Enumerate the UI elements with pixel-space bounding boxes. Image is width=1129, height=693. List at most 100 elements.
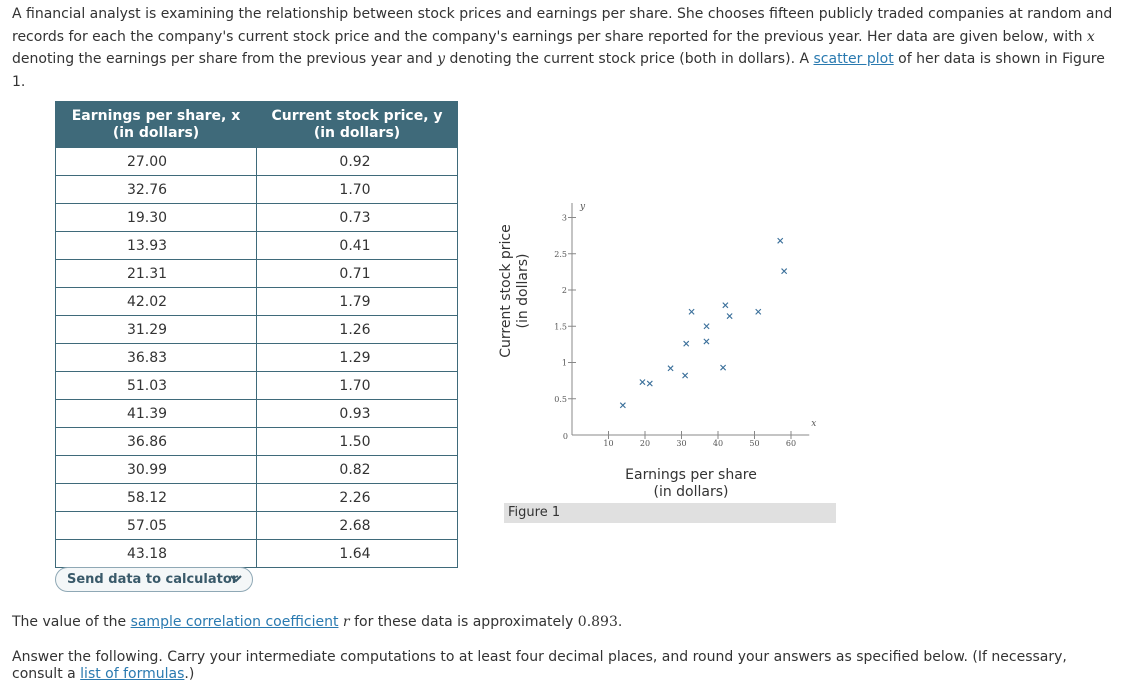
- stock-price-cell: 1.70: [256, 175, 458, 204]
- table-row: 41.39 0.93: [55, 399, 458, 428]
- x-axis-label-line1: Earnings per share: [625, 467, 757, 483]
- table-row: 36.83 1.29: [55, 343, 458, 372]
- y-tick-label: 2.5: [554, 250, 567, 259]
- earnings-cell: 36.83: [55, 343, 257, 372]
- stock-price-cell: 1.70: [256, 371, 458, 400]
- data-point: [667, 365, 674, 372]
- stock-price-cell: 0.93: [256, 399, 458, 428]
- earnings-cell: 57.05: [55, 511, 257, 540]
- data-point: [639, 379, 646, 386]
- earnings-cell: 42.02: [55, 287, 257, 316]
- figure-caption: Figure 1: [508, 505, 561, 520]
- stock-price-cell: 2.26: [256, 483, 458, 512]
- figure-caption-bar: Figure 1: [504, 503, 836, 523]
- table-row: 19.30 0.73: [55, 203, 458, 232]
- intro-text-4: of her data is shown in Figure 1.: [12, 51, 1105, 90]
- stock-price-cell: 0.71: [256, 259, 458, 288]
- instructions: Answer the following. Carry your interme…: [12, 649, 1120, 683]
- table-row: 30.99 0.82: [55, 455, 458, 484]
- y-tick-label: 1.5: [554, 322, 567, 331]
- var-y: y: [437, 51, 446, 67]
- send-data-label: Send data to calculator: [67, 572, 239, 587]
- sample-correlation-coefficient-link[interactable]: sample correlation coefficient: [130, 614, 339, 630]
- correlation-text-2: for these data is approximately: [349, 614, 578, 630]
- table-header-row: Earnings per share, x (in dollars) Curre…: [55, 101, 458, 148]
- chevron-down-icon: [230, 575, 242, 583]
- data-point: [720, 364, 727, 371]
- instructions-text-1: Answer the following. Carry your interme…: [12, 649, 1067, 682]
- earnings-cell: 58.12: [55, 483, 257, 512]
- stock-price-cell: 0.73: [256, 203, 458, 232]
- y-axis-label-line2: (in dollars): [515, 253, 531, 329]
- table-row: 36.86 1.50: [55, 427, 458, 456]
- var-r: r: [342, 614, 350, 630]
- y-axis-symbol: y: [579, 202, 586, 212]
- intro-text-1: A financial analyst is examining the rel…: [12, 6, 1113, 45]
- stock-price-cell: 1.64: [256, 539, 458, 568]
- header-stock-price-line2: (in dollars): [313, 124, 401, 141]
- y-tick-label: 2: [562, 286, 567, 295]
- correlation-value: 0.893: [577, 614, 618, 630]
- y-tick-label: 3: [562, 214, 567, 223]
- correlation-statement: The value of the sample correlation coef…: [12, 614, 622, 630]
- x-tick-label: 40: [713, 439, 723, 448]
- var-x: x: [1086, 28, 1095, 45]
- header-stock-price-line1: Current stock price, y: [271, 107, 443, 124]
- data-point: [781, 268, 788, 275]
- stock-price-cell: 2.68: [256, 511, 458, 540]
- instructions-text-2: .): [184, 666, 195, 682]
- stock-price-cell: 1.79: [256, 287, 458, 316]
- list-of-formulas-link[interactable]: list of formulas: [80, 666, 185, 682]
- x-axis-label: Earnings per share (in dollars): [610, 467, 772, 501]
- stock-price-cell: 1.29: [256, 343, 458, 372]
- x-tick-label: 60: [786, 439, 796, 448]
- earnings-cell: 32.76: [55, 175, 257, 204]
- data-point: [777, 237, 784, 244]
- stock-price-cell: 0.92: [256, 147, 458, 176]
- stock-price-cell: 0.82: [256, 455, 458, 484]
- y-tick-label: 0.5: [554, 395, 567, 404]
- earnings-cell: 51.03: [55, 371, 257, 400]
- problem-intro: A financial analyst is examining the rel…: [12, 3, 1120, 93]
- correlation-text-3: .: [617, 614, 623, 630]
- data-point: [703, 338, 710, 345]
- earnings-cell: 30.99: [55, 455, 257, 484]
- table-row: 13.93 0.41: [55, 231, 458, 260]
- x-tick-label: 30: [676, 439, 686, 448]
- table-row: 57.05 2.68: [55, 511, 458, 540]
- header-earnings-line1: Earnings per share, x: [71, 107, 241, 124]
- table-row: 42.02 1.79: [55, 287, 458, 316]
- x-axis-symbol: x: [811, 419, 816, 429]
- data-point: [703, 323, 710, 330]
- send-data-to-calculator-button[interactable]: Send data to calculator: [55, 567, 253, 592]
- table-row: 58.12 2.26: [55, 483, 458, 512]
- data-point: [619, 402, 626, 409]
- stock-price-cell: 1.26: [256, 315, 458, 344]
- data-point: [646, 380, 653, 387]
- table-row: 21.31 0.71: [55, 259, 458, 288]
- x-tick-label: 10: [603, 439, 613, 448]
- y-tick-label: 1: [562, 359, 567, 368]
- table-row: 27.00 0.92: [55, 147, 458, 176]
- origin-label: 0: [563, 432, 568, 441]
- earnings-cell: 41.39: [55, 399, 257, 428]
- earnings-cell: 36.86: [55, 427, 257, 456]
- table-row: 43.18 1.64: [55, 539, 458, 568]
- earnings-cell: 21.31: [55, 259, 257, 288]
- correlation-text-1: The value of the: [12, 614, 131, 630]
- y-axis-label-line1: Current stock price: [498, 224, 514, 358]
- data-table: Earnings per share, x (in dollars) Curre…: [55, 101, 458, 568]
- table-row: 51.03 1.70: [55, 371, 458, 400]
- x-tick-label: 20: [640, 439, 650, 448]
- data-point: [722, 302, 729, 309]
- table-row: 31.29 1.26: [55, 315, 458, 344]
- scatter-plot-link[interactable]: scatter plot: [813, 51, 894, 67]
- stock-price-cell: 1.50: [256, 427, 458, 456]
- earnings-cell: 31.29: [55, 315, 257, 344]
- intro-text-2: denoting the earnings per share from the…: [12, 51, 438, 67]
- data-point: [755, 308, 762, 315]
- header-stock-price: Current stock price, y (in dollars): [256, 101, 458, 148]
- earnings-cell: 27.00: [55, 147, 257, 176]
- header-earnings-line2: (in dollars): [112, 124, 200, 141]
- header-earnings: Earnings per share, x (in dollars): [55, 101, 257, 148]
